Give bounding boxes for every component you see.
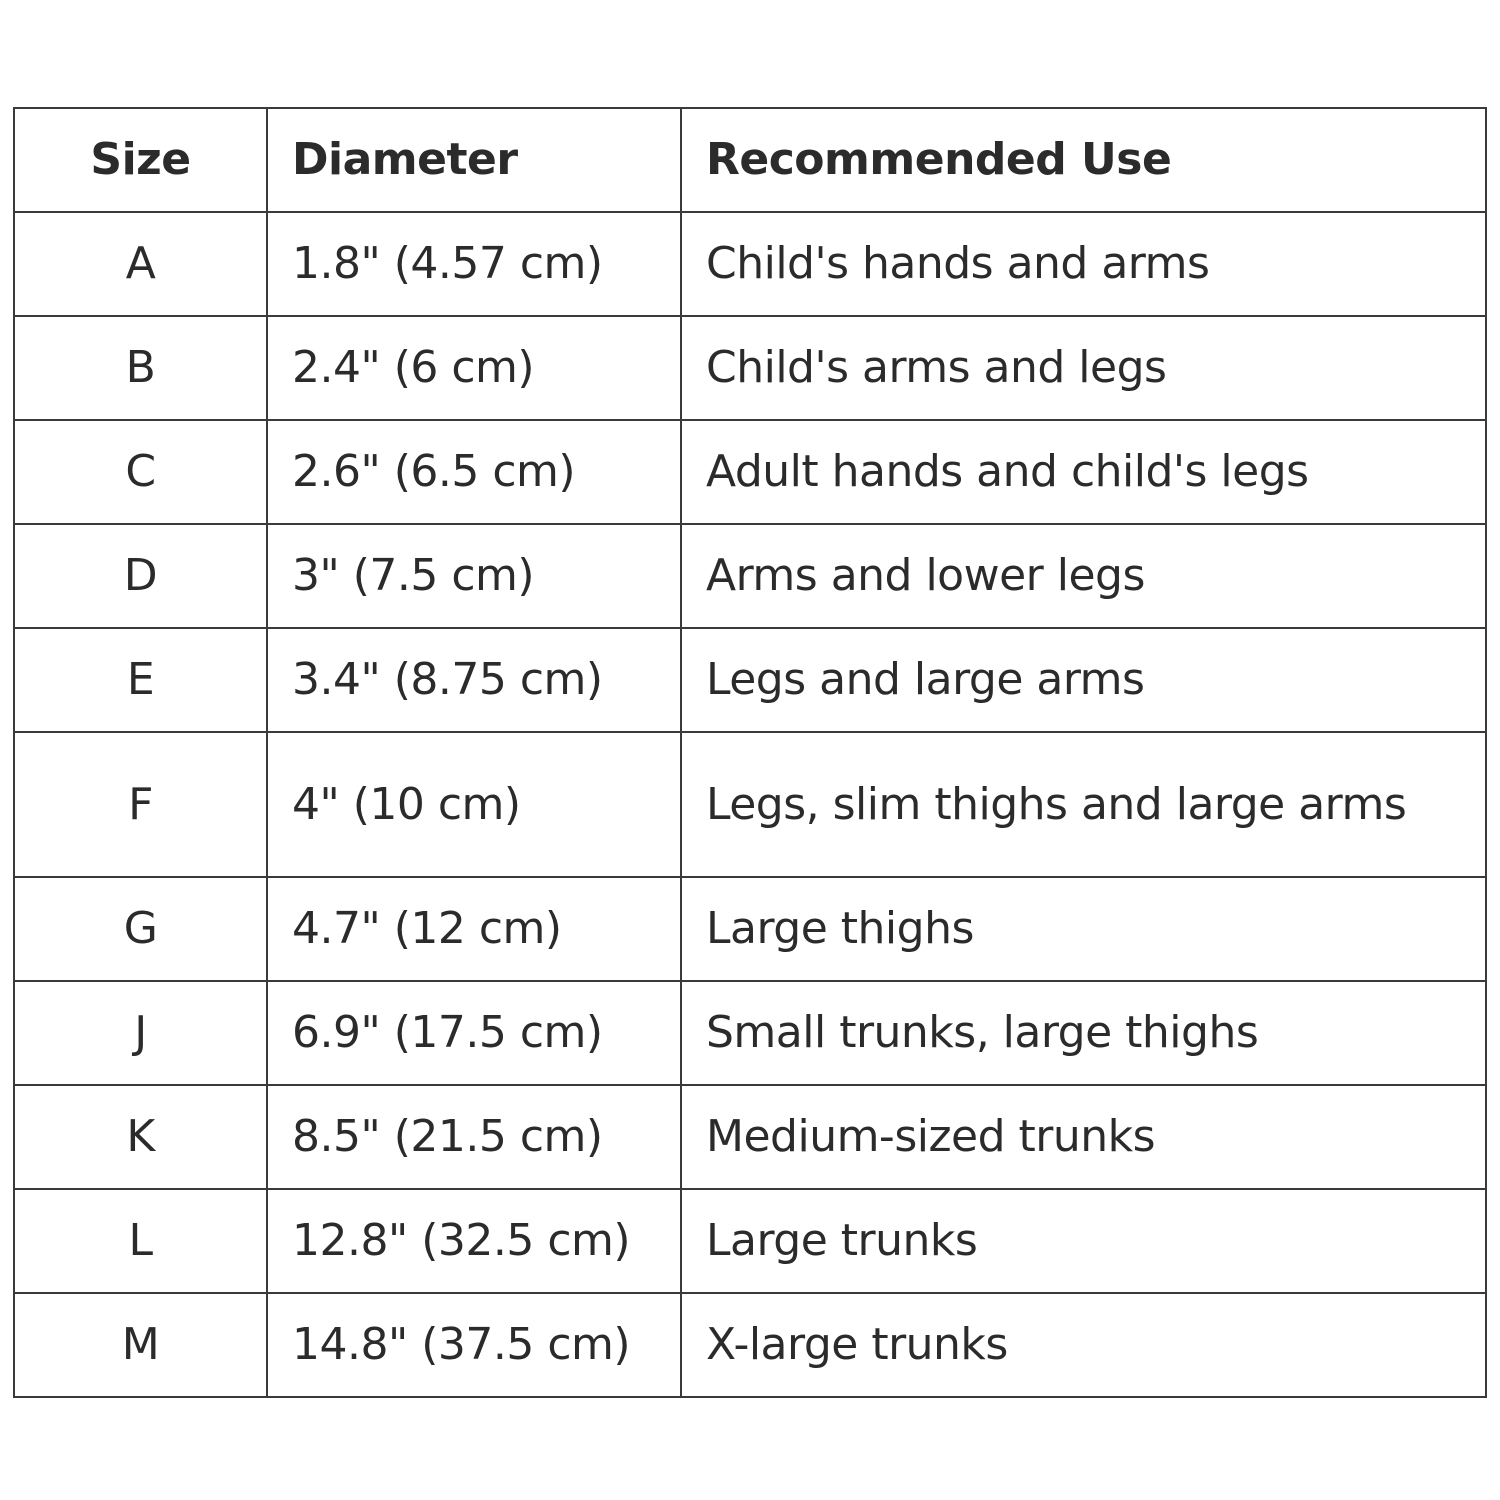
cell-diameter: 6.9" (17.5 cm) <box>266 980 682 1086</box>
cell-diameter: 12.8" (32.5 cm) <box>266 1188 682 1294</box>
cell-size: D <box>13 523 268 629</box>
cell-size: G <box>13 876 268 982</box>
cell-recommended-use: Legs and large arms <box>680 627 1487 733</box>
cell-size: A <box>13 211 268 317</box>
cell-size: B <box>13 315 268 421</box>
table-row: J 6.9" (17.5 cm) Small trunks, large thigh… <box>13 980 1487 1086</box>
cell-diameter: 3.4" (8.75 cm) <box>266 627 682 733</box>
cell-size: E <box>13 627 268 733</box>
cell-recommended-use: Arms and lower legs <box>680 523 1487 629</box>
table-row: C 2.6" (6.5 cm) Adult hands and child's le… <box>13 419 1487 525</box>
cell-recommended-use: X-large trunks <box>680 1292 1487 1398</box>
cell-recommended-use: Large thighs <box>680 876 1487 982</box>
cell-size: J <box>13 980 268 1086</box>
size-chart-table: Size Diameter Recommended Use A 1.8" (4.5… <box>13 107 1487 1398</box>
header-size: Size <box>13 107 268 213</box>
cell-recommended-use: Child's hands and arms <box>680 211 1487 317</box>
cell-diameter: 2.4" (6 cm) <box>266 315 682 421</box>
table-row: B 2.4" (6 cm) Child's arms and legs <box>13 315 1487 421</box>
cell-diameter: 2.6" (6.5 cm) <box>266 419 682 525</box>
cell-size: L <box>13 1188 268 1294</box>
cell-recommended-use: Adult hands and child's legs <box>680 419 1487 525</box>
header-diameter: Diameter <box>266 107 682 213</box>
cell-size: F <box>13 731 268 878</box>
cell-size: C <box>13 419 268 525</box>
cell-diameter: 8.5" (21.5 cm) <box>266 1084 682 1190</box>
table-row: F 4" (10 cm) Legs, slim thighs and large a… <box>13 731 1487 878</box>
cell-diameter: 4" (10 cm) <box>266 731 682 878</box>
cell-recommended-use: Large trunks <box>680 1188 1487 1294</box>
table-row: E 3.4" (8.75 cm) Legs and large arms <box>13 627 1487 733</box>
table-row: D 3" (7.5 cm) Arms and lower legs <box>13 523 1487 629</box>
table-row: G 4.7" (12 cm) Large thighs <box>13 876 1487 982</box>
cell-recommended-use: Child's arms and legs <box>680 315 1487 421</box>
table-row: L 12.8" (32.5 cm) Large trunks <box>13 1188 1487 1294</box>
cell-recommended-use: Small trunks, large thighs <box>680 980 1487 1086</box>
cell-diameter: 14.8" (37.5 cm) <box>266 1292 682 1398</box>
cell-diameter: 1.8" (4.57 cm) <box>266 211 682 317</box>
cell-diameter: 3" (7.5 cm) <box>266 523 682 629</box>
cell-recommended-use: Legs, slim thighs and large arms <box>680 731 1487 878</box>
table-row: A 1.8" (4.57 cm) Child's hands and arms <box>13 211 1487 317</box>
header-recommended-use: Recommended Use <box>680 107 1487 213</box>
table-row: K 8.5" (21.5 cm) Medium-sized trunks <box>13 1084 1487 1190</box>
cell-size: K <box>13 1084 268 1190</box>
cell-diameter: 4.7" (12 cm) <box>266 876 682 982</box>
table-row: M 14.8" (37.5 cm) X-large trunks <box>13 1292 1487 1398</box>
header-row: Size Diameter Recommended Use <box>13 107 1487 213</box>
cell-size: M <box>13 1292 268 1398</box>
cell-recommended-use: Medium-sized trunks <box>680 1084 1487 1190</box>
